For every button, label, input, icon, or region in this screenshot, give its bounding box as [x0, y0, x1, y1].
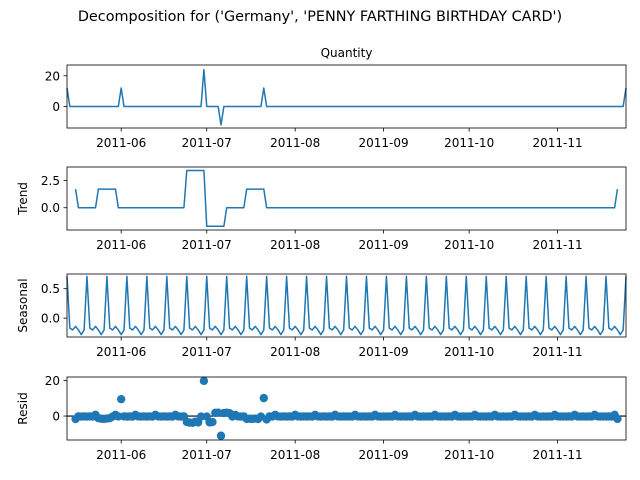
panel-trend: Trend 0.0 2.5 2011-06 2011-07 2011-08 2011-09 2…: [16, 166, 627, 252]
x-tick-label: 2011-07: [182, 448, 232, 462]
y-tick-label: 2.5: [41, 174, 60, 188]
x-tick-label: 2011-06: [96, 345, 146, 359]
x-tick-label: 2011-11: [532, 238, 582, 252]
panel-observed: Quantity 0 20 2011-06 2011-07 2011-08 2011-09 2…: [45, 46, 627, 150]
y-tick-label: 0.0: [41, 201, 60, 215]
x-tick-label: 2011-09: [359, 345, 409, 359]
x-tick-label: 2011-06: [96, 136, 146, 150]
x-tick-label: 2011-09: [359, 448, 409, 462]
x-tick-label: 2011-11: [532, 448, 582, 462]
x-tick-label: 2011-11: [532, 345, 582, 359]
series-line: [66, 68, 627, 126]
x-tick-label: 2011-08: [270, 345, 320, 359]
x-tick-label: 2011-06: [96, 448, 146, 462]
x-tick-label: 2011-07: [182, 238, 232, 252]
panel-ylabel: Trend: [16, 182, 30, 216]
plot-frame: [66, 64, 627, 129]
x-tick-label: 2011-06: [96, 238, 146, 252]
y-tick-label: 0: [52, 410, 60, 424]
x-tick-label: 2011-08: [270, 448, 320, 462]
x-tick-label: 2011-10: [444, 448, 494, 462]
plot-frame: [66, 376, 627, 441]
resid-point: [199, 376, 209, 386]
y-tick-label: 20: [45, 374, 60, 388]
panels: Quantity 0 20 2011-06 2011-07 2011-08 2011-09 2…: [16, 46, 627, 462]
y-tick-label: 0.0: [41, 312, 60, 326]
series-line: [66, 275, 627, 336]
y-tick-label: 0.5: [41, 282, 60, 296]
panel-ylabel: Resid: [16, 392, 30, 424]
panel-resid: Resid 0 20 2011-06 2011-07 2011-08 2011-09 2011…: [16, 374, 627, 462]
y-tick-label: 20: [45, 69, 60, 83]
resid-point: [208, 417, 217, 427]
x-tick-label: 2011-07: [182, 345, 232, 359]
plot-frame: [66, 273, 627, 338]
x-tick-label: 2011-08: [270, 136, 320, 150]
panel-ylabel: Seasonal: [16, 278, 30, 332]
x-tick-label: 2011-10: [444, 238, 494, 252]
resid-point: [116, 394, 126, 404]
resid-point: [259, 393, 268, 403]
panel-title: Quantity: [321, 46, 373, 60]
x-tick-label: 2011-07: [182, 136, 232, 150]
x-tick-label: 2011-11: [532, 136, 582, 150]
resid-point: [613, 414, 622, 424]
y-tick-label: 0: [52, 100, 60, 114]
panel-seasonal: Seasonal 0.0 0.5 2011-06 2011-07 2011-08 2011-…: [16, 273, 627, 359]
series-line: [74, 169, 619, 228]
x-tick-label: 2011-10: [444, 136, 494, 150]
plot-frame: [66, 166, 627, 231]
x-tick-label: 2011-09: [359, 136, 409, 150]
x-tick-label: 2011-10: [444, 345, 494, 359]
x-tick-label: 2011-08: [270, 238, 320, 252]
x-tick-label: 2011-09: [359, 238, 409, 252]
resid-point: [216, 431, 226, 440]
figure-title: Decomposition for ('Germany', 'PENNY FAR…: [78, 9, 562, 25]
